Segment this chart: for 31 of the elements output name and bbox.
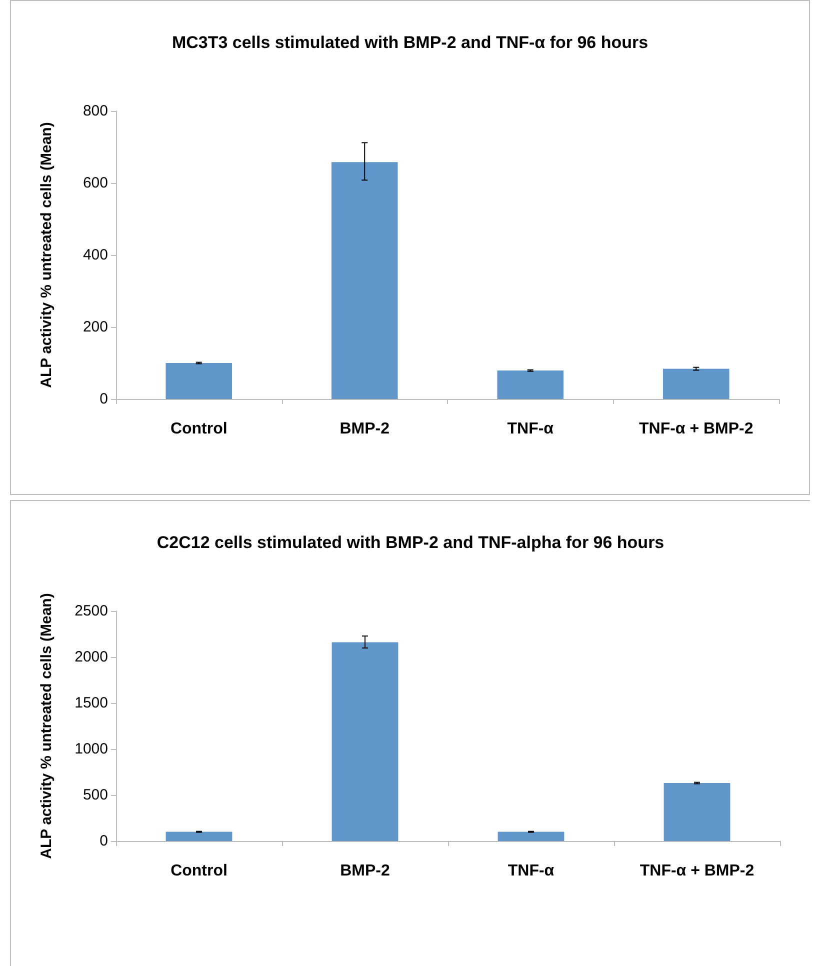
bar (497, 370, 564, 399)
x-tick-label: Control (170, 420, 228, 438)
y-axis-title: ALP activity % untreated cells (Mean) (38, 122, 55, 388)
y-tick-label: 2000 (74, 648, 108, 666)
y-tick-label: 1500 (74, 694, 108, 712)
x-tick-label: TNF-α + BMP-2 (638, 420, 754, 438)
chart-title: MC3T3 cells stimulated with BMP-2 and TNF-α for 96 hours (172, 33, 648, 52)
y-tick-label: 200 (82, 318, 108, 336)
x-tick-label: Control (170, 862, 228, 880)
bar (331, 162, 398, 399)
bar (498, 832, 564, 841)
y-tick-label: 600 (82, 174, 108, 192)
y-tick-label: 1000 (74, 740, 108, 758)
chart-title: C2C12 cells stimulated with BMP-2 and TNF-alpha for 96 hours (156, 533, 664, 552)
bar (332, 642, 398, 841)
y-tick-label: 400 (82, 246, 108, 264)
x-tick-label: TNF-α (508, 862, 554, 880)
x-tick-label: TNF-α (507, 420, 554, 438)
x-tick-label: TNF-α + BMP-2 (640, 862, 754, 880)
bar (166, 832, 232, 841)
y-axis-title: ALP activity % untreated cells (Mean) (38, 593, 55, 859)
bar (664, 783, 730, 841)
y-tick-label: 0 (100, 832, 108, 850)
bar (166, 363, 232, 399)
y-tick-label: 2500 (74, 602, 108, 620)
y-tick-label: 500 (82, 786, 108, 804)
x-tick-label: BMP-2 (340, 862, 390, 880)
y-tick-label: 0 (100, 390, 108, 408)
y-tick-label: 800 (82, 102, 108, 120)
bar (662, 368, 730, 399)
x-tick-label: BMP-2 (340, 420, 390, 438)
